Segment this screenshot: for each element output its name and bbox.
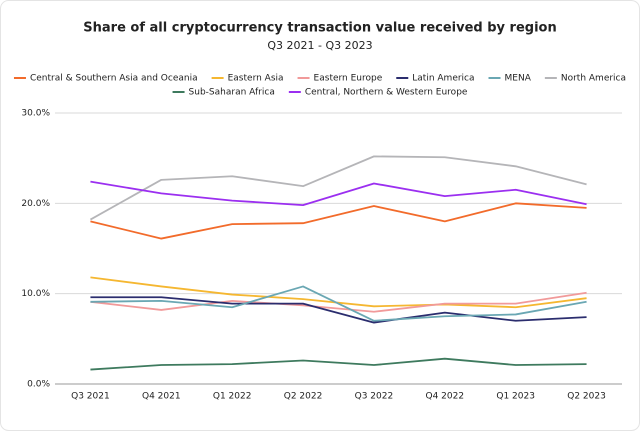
legend-label: Central, Northern & Western Europe — [305, 88, 468, 98]
legend-item: North America — [544, 74, 626, 84]
x-tick-label: Q1 2022 — [213, 392, 252, 402]
legend-label: Eastern Asia — [228, 74, 284, 84]
legend-item: Latin America — [396, 74, 475, 84]
legend-item: Eastern Asia — [211, 74, 284, 84]
legend-label: Latin America — [412, 74, 474, 84]
legend-label: Eastern Europe — [314, 74, 383, 84]
series-line — [90, 202, 587, 240]
legend-label: North America — [561, 74, 626, 84]
y-tick-label: 20.0% — [21, 199, 50, 209]
y-tick-label: 0.0% — [27, 380, 50, 390]
x-tick-label: Q3 2022 — [355, 392, 394, 402]
x-tick-label: Q2 2022 — [284, 392, 323, 402]
legend-row: Sub-Saharan Africa Central, Northern & We… — [172, 88, 468, 98]
series-line — [90, 180, 587, 207]
x-tick-label: Q1 2023 — [496, 392, 535, 402]
series-line — [90, 291, 587, 313]
legend-item: Eastern Europe — [297, 74, 383, 84]
legend-item: Sub-Saharan Africa — [172, 88, 275, 98]
series-line — [89, 155, 587, 221]
legend-item: Central & Southern Asia and Oceania — [13, 74, 198, 84]
series-line — [90, 285, 587, 322]
legend-item: MENA — [488, 74, 532, 84]
y-tick-label: 10.0% — [21, 289, 50, 299]
legend-label: MENA — [505, 74, 532, 84]
x-tick-label: Q4 2022 — [426, 392, 465, 402]
x-tick-label: Q3 2021 — [71, 392, 110, 402]
x-tick-label: Q2 2023 — [567, 392, 606, 402]
legend-item: Central, Northern & Western Europe — [288, 88, 468, 98]
legend-label: Sub-Saharan Africa — [189, 88, 275, 98]
y-tick-label: 30.0% — [21, 109, 50, 119]
chart-title: Share of all cryptocurrency transaction … — [83, 21, 556, 36]
series-line — [90, 296, 587, 324]
x-tick-label: Q4 2021 — [142, 392, 181, 402]
legend-row: Central & Southern Asia and Oceania Easte… — [13, 74, 626, 84]
series-line — [90, 357, 587, 371]
legend-label: Central & Southern Asia and Oceania — [30, 74, 198, 84]
chart-subtitle: Q3 2021 - Q3 2023 — [267, 39, 372, 52]
